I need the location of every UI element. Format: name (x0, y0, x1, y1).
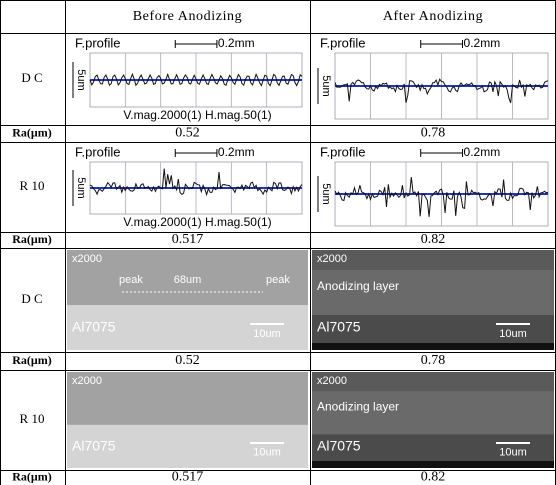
sem-layer (312, 270, 554, 315)
profile-chart: F.profile 0.2mm 5um (317, 35, 549, 120)
sem-infobar (312, 343, 554, 350)
profile-title: F.profile (75, 144, 121, 159)
surface-profile (89, 168, 303, 197)
sem-layer-label: Anodizing layer (317, 279, 399, 293)
ra-value: 0.517 (172, 232, 204, 247)
profile-chart: F.profile 0.2mm 5um (317, 144, 549, 227)
sem-image: x2000 Al7075 10um peak peak 68um (67, 250, 308, 350)
row-label: Ra(μm) (12, 232, 51, 246)
vscale-label: 5um (75, 177, 87, 198)
sem-substrate (67, 424, 308, 468)
scale-label: 0.2mm (218, 145, 255, 159)
sem-peak-label: peak (266, 274, 290, 286)
sem-scalebar-label: 10um (253, 328, 281, 340)
scale-label: 0.2mm (218, 36, 255, 50)
vscale-label: 5um (75, 69, 87, 90)
vscale-label: 5um (320, 183, 332, 204)
row-label: D C (21, 291, 42, 306)
sem-substrate (312, 434, 554, 464)
profile-chart: F.profile 0.2mm 5um V.mag.2000(1) H.mag.50(… (72, 144, 303, 229)
profile-title: F.profile (320, 144, 366, 159)
scale-label: 0.2mm (464, 36, 501, 50)
sem-scalebar-label: 10um (253, 447, 281, 459)
surface-profile (334, 78, 549, 103)
sem-material: Al7075 (317, 319, 361, 335)
ra-value: 0.78 (421, 126, 446, 141)
ra-value: 0.82 (421, 232, 446, 247)
surface-profile (89, 72, 303, 87)
ra-value: 0.82 (421, 470, 446, 485)
sem-infobar (312, 461, 554, 468)
sem-magnification: x2000 (317, 253, 347, 265)
row-label: Ra(μm) (12, 469, 51, 483)
magnification: V.mag.2000(1) H.mag.50(1) (123, 108, 271, 122)
profile-chart: F.profile 0.2mm 5um V.mag.2000(1) H.mag.50(… (72, 35, 303, 122)
row-label: Ra(μm) (12, 353, 51, 367)
sem-peak-label: peak (119, 274, 143, 286)
row-label: D C (21, 70, 42, 85)
row-label: R 10 (20, 178, 45, 193)
sem-width-label: 68um (174, 274, 202, 286)
ra-value: 0.517 (172, 470, 204, 485)
sem-layer-label: Anodizing layer (317, 400, 399, 414)
sem-image: x2000 Al7075 10um (67, 372, 308, 468)
sem-scalebar-label: 10um (499, 447, 527, 459)
sem-material: Al7075 (72, 438, 116, 454)
sem-layer (312, 391, 554, 435)
row-label: R 10 (20, 411, 45, 426)
magnification: V.mag.2000(1) H.mag.50(1) (123, 215, 271, 229)
sem-material: Al7075 (72, 319, 116, 335)
sem-substrate (67, 305, 308, 350)
scale-label: 0.2mm (464, 145, 501, 159)
column-header: After Anodizing (383, 9, 483, 24)
sem-magnification: x2000 (317, 375, 347, 387)
ra-value: 0.52 (175, 126, 200, 141)
sem-image: x2000 Al7075 10um Anodizing layer (312, 372, 554, 468)
sem-scalebar-label: 10um (499, 328, 527, 340)
ra-value: 0.52 (175, 353, 200, 368)
row-label: Ra(μm) (12, 125, 51, 139)
sem-magnification: x2000 (72, 375, 102, 387)
ra-value: 0.78 (421, 353, 446, 368)
sem-image: x2000 Al7075 10um Anodizing layer (312, 250, 554, 350)
sem-magnification: x2000 (72, 253, 102, 265)
sem-material: Al7075 (317, 438, 361, 454)
profile-title: F.profile (320, 35, 366, 50)
vscale-label: 5um (320, 75, 332, 96)
profile-title: F.profile (75, 35, 121, 50)
sem-substrate (312, 315, 554, 345)
surface-profile (334, 176, 549, 217)
column-header: Before Anodizing (133, 9, 243, 24)
